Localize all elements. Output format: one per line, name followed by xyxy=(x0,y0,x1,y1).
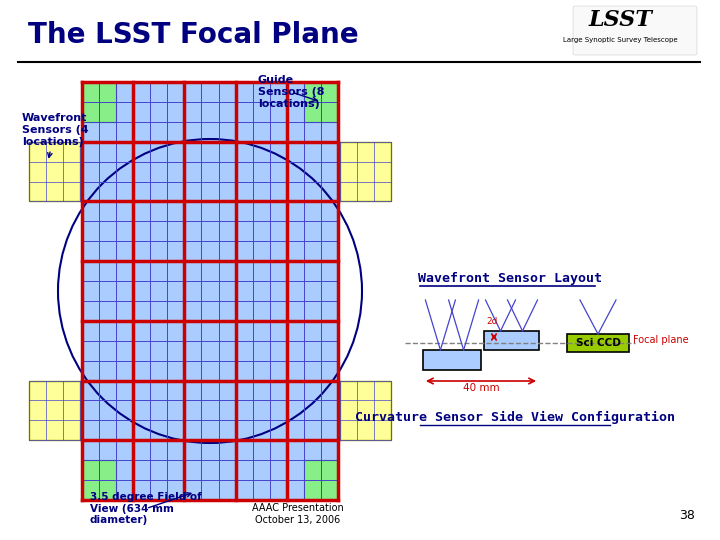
Text: Focal plane: Focal plane xyxy=(633,335,688,345)
Text: The LSST Focal Plane: The LSST Focal Plane xyxy=(28,21,359,49)
Text: Large Synoptic Survey Telescope: Large Synoptic Survey Telescope xyxy=(563,37,678,43)
Bar xyxy=(29,141,80,201)
Text: Wavefront
Sensors (4
locations): Wavefront Sensors (4 locations) xyxy=(22,113,89,157)
Text: Curvature Sensor Side View Configuration: Curvature Sensor Side View Configuration xyxy=(355,411,675,424)
Bar xyxy=(304,82,338,122)
Bar xyxy=(423,350,481,370)
Text: LSST: LSST xyxy=(588,9,652,31)
Bar xyxy=(304,460,338,500)
Text: 2d: 2d xyxy=(486,317,498,326)
Bar xyxy=(29,381,80,440)
Text: 3.5 degree Field of
View (634 mm
diameter): 3.5 degree Field of View (634 mm diamete… xyxy=(90,492,202,525)
Text: 40 mm: 40 mm xyxy=(463,383,499,393)
Bar xyxy=(340,381,391,440)
Bar xyxy=(340,141,391,201)
Bar xyxy=(82,82,338,500)
Bar xyxy=(82,460,116,500)
Text: Wavefront Sensor Layout: Wavefront Sensor Layout xyxy=(418,272,602,285)
Text: Guide
Sensors (8
locations): Guide Sensors (8 locations) xyxy=(258,76,325,109)
FancyBboxPatch shape xyxy=(573,6,697,55)
Text: AAAC Presentation
October 13, 2006: AAAC Presentation October 13, 2006 xyxy=(252,503,344,524)
Bar xyxy=(82,82,116,122)
Text: Sci CCD: Sci CCD xyxy=(575,338,621,348)
Bar xyxy=(567,334,629,352)
Bar xyxy=(484,331,539,350)
Text: 38: 38 xyxy=(679,509,695,522)
